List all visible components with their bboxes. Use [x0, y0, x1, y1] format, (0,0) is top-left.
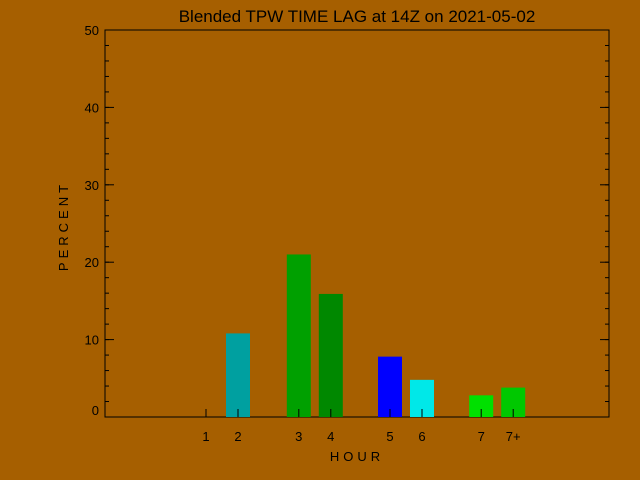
x-axis-title: HOUR [330, 449, 384, 464]
x-tick-label: 2 [234, 429, 241, 444]
bar [318, 293, 343, 417]
bar [226, 333, 250, 417]
bar [469, 395, 494, 417]
chart-title: Blended TPW TIME LAG at 14Z on 2021-05-0… [179, 7, 536, 26]
y-axis-title: PERCENT [56, 181, 71, 271]
x-tick-label: 1 [202, 429, 209, 444]
minor-y-ticks [105, 29, 609, 418]
bar [286, 254, 311, 417]
x-tick-label: 3 [295, 429, 302, 444]
x-tick-label: 4 [327, 429, 334, 444]
y-tick-label: 40 [85, 100, 99, 115]
plot-frame [104, 29, 610, 418]
x-tick-label: 6 [418, 429, 425, 444]
y-tick-label: 0 [92, 403, 99, 418]
y-tick-label: 10 [85, 333, 99, 348]
bar [378, 356, 402, 417]
x-tick-label: 7+ [506, 429, 521, 444]
y-tick-label: 20 [85, 255, 99, 270]
y-axis-ticks: 0 10 20 30 40 50 [85, 23, 609, 418]
bars [226, 254, 526, 417]
x-tick-label: 5 [386, 429, 393, 444]
y-tick-label: 30 [85, 178, 99, 193]
x-axis-ticks: 1 2 3 4 5 6 7 7+ [202, 409, 521, 444]
x-tick-label: 7 [478, 429, 485, 444]
y-tick-label: 50 [85, 23, 99, 38]
